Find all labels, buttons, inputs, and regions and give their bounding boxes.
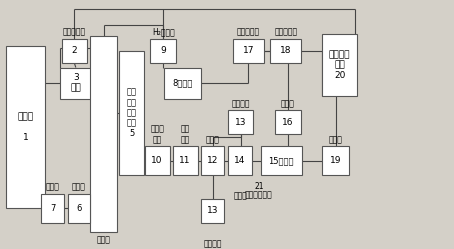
Bar xyxy=(228,111,253,134)
Bar xyxy=(6,46,44,208)
Bar xyxy=(261,146,301,175)
Text: 9: 9 xyxy=(160,46,166,55)
Text: 变压器

1: 变压器 1 xyxy=(17,112,34,142)
Text: 真空泵: 真空泵 xyxy=(329,135,343,144)
Text: 16: 16 xyxy=(282,118,293,127)
Text: 12: 12 xyxy=(207,156,218,165)
Bar xyxy=(68,194,90,223)
Bar xyxy=(271,39,301,63)
Text: 10: 10 xyxy=(151,156,163,165)
Text: 锁相放大器: 锁相放大器 xyxy=(274,27,297,37)
Text: 红外
光源: 红外 光源 xyxy=(181,124,190,144)
Text: 3
油筒: 3 油筒 xyxy=(70,73,81,93)
Text: 2: 2 xyxy=(71,46,77,55)
Bar xyxy=(228,146,252,175)
Text: 13: 13 xyxy=(207,206,218,215)
Bar xyxy=(145,146,169,175)
Text: 13: 13 xyxy=(235,118,247,127)
Text: 回油泵: 回油泵 xyxy=(72,183,86,191)
Bar xyxy=(233,39,264,63)
Text: 15光声腔: 15光声腔 xyxy=(269,156,294,165)
Bar xyxy=(60,67,91,99)
Text: 21: 21 xyxy=(254,182,264,191)
Text: H₂传感器: H₂传感器 xyxy=(152,27,174,37)
Text: 滤光片: 滤光片 xyxy=(233,191,247,201)
Bar xyxy=(322,146,349,175)
Text: 前置放大器: 前置放大器 xyxy=(237,27,260,37)
Text: 14: 14 xyxy=(234,156,246,165)
Text: 光声腔入光口: 光声腔入光口 xyxy=(245,190,273,199)
Text: 调制盘: 调制盘 xyxy=(206,135,219,144)
Text: 11: 11 xyxy=(179,156,191,165)
Text: 7: 7 xyxy=(50,204,55,213)
Bar xyxy=(62,39,87,63)
Text: 球面反
射镜: 球面反 射镜 xyxy=(150,124,164,144)
Text: 步进电机: 步进电机 xyxy=(232,99,250,108)
Bar xyxy=(201,146,224,175)
Bar xyxy=(41,194,64,223)
Bar xyxy=(201,199,224,223)
Bar xyxy=(173,146,197,175)
Bar xyxy=(163,67,201,99)
Bar xyxy=(322,34,357,96)
Bar xyxy=(275,111,301,134)
Bar xyxy=(150,39,176,63)
Bar xyxy=(90,37,118,232)
Text: 微水传感器: 微水传感器 xyxy=(63,27,86,37)
Text: 步进电机: 步进电机 xyxy=(203,239,222,248)
Text: 流量计: 流量计 xyxy=(46,183,59,191)
Text: 螺旋
状富
分子
膜管
5: 螺旋 状富 分子 膜管 5 xyxy=(127,88,137,138)
Text: 18: 18 xyxy=(280,46,291,55)
Text: 8缓冲室: 8缓冲室 xyxy=(172,78,192,87)
Text: 6: 6 xyxy=(76,204,82,213)
Text: 脱气室: 脱气室 xyxy=(97,236,111,245)
Text: 数据分析
模块
20: 数据分析 模块 20 xyxy=(329,50,350,80)
Text: 探容器: 探容器 xyxy=(281,99,295,108)
Text: 17: 17 xyxy=(242,46,254,55)
Bar xyxy=(119,51,144,175)
Text: 19: 19 xyxy=(330,156,341,165)
